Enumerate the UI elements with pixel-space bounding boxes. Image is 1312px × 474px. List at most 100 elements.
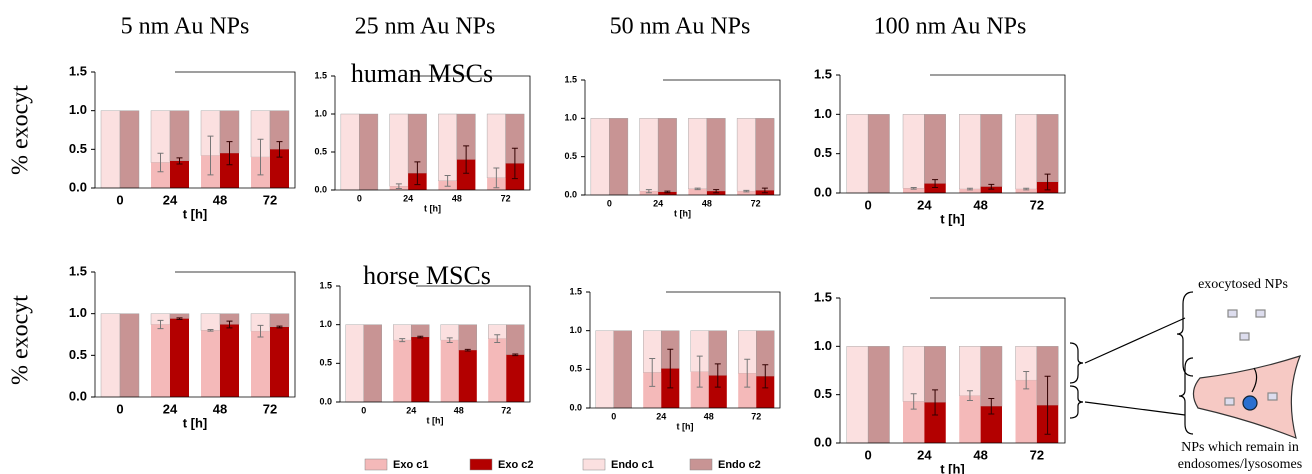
y-tick-label: 1.0 [814, 106, 832, 121]
legend-label: Endo c1 [611, 459, 654, 471]
bar-segment [980, 406, 1002, 443]
x-tick-label: 0 [865, 197, 872, 212]
y-tick-label: 0.5 [69, 141, 87, 156]
diagram [1069, 291, 1302, 439]
y-tick-label: 0.5 [319, 358, 332, 368]
y-tick-label: 1.5 [814, 289, 832, 304]
bar-segment [506, 354, 525, 402]
error-bar [932, 179, 939, 188]
x-tick-label: 24 [163, 192, 178, 207]
x-tick-label: 48 [213, 401, 227, 416]
y-tick-label: 1.5 [814, 66, 832, 81]
legend-label: Endo c2 [718, 459, 761, 471]
error-bar [910, 186, 917, 190]
x-tick-label: 48 [702, 198, 712, 208]
bar-segment [959, 395, 981, 443]
y-tick-label: 1.0 [69, 305, 87, 320]
x-tick-label: 24 [406, 405, 416, 415]
error-bar [762, 364, 769, 389]
bar-segment [688, 118, 708, 190]
error-bar [414, 161, 421, 186]
bar-segment [456, 159, 476, 190]
error-bar [966, 390, 973, 401]
x-tick-label: 0 [361, 405, 366, 415]
y-tick-label: 1.5 [314, 70, 327, 80]
bar-segment [924, 114, 946, 184]
x-axis-label: t [h] [674, 208, 691, 218]
brace [1178, 357, 1194, 435]
bar-segment [924, 402, 946, 443]
x-axis-label: t [h] [940, 212, 965, 227]
axes [94, 271, 296, 398]
x-tick-label: 72 [501, 405, 511, 415]
y-tick-label: 0.0 [569, 402, 582, 412]
bar-segment [903, 188, 925, 193]
x-tick-label: 0 [357, 193, 362, 203]
bar-segment [590, 118, 610, 196]
bar-segment [690, 371, 709, 408]
bar-segment [440, 340, 459, 402]
error-bar [417, 335, 424, 339]
bar-segment [1015, 189, 1037, 193]
x-tick-label: 72 [501, 193, 511, 203]
x-tick-label: 48 [704, 411, 714, 421]
legend-swatch [689, 458, 713, 471]
bar-segment [100, 313, 121, 398]
y-tick-label: 0.0 [319, 396, 332, 406]
y-tick-label: 0.5 [814, 145, 832, 160]
error-bar [713, 189, 720, 194]
error-bar [226, 320, 233, 329]
bar-segment [867, 346, 890, 444]
bar-segment [488, 338, 507, 402]
legend-swatch [582, 458, 606, 471]
error-bar [1044, 375, 1051, 435]
bar-segment [903, 401, 925, 443]
bar-segment [658, 191, 677, 195]
x-tick-label: 72 [263, 401, 277, 416]
np-icon [1227, 309, 1238, 318]
bar-segment [613, 330, 632, 409]
axes [94, 71, 296, 189]
bar-segment [902, 114, 925, 189]
chart: 0.0 0.5 1.0 1.5 0 24 48 72 t [h] [314, 70, 531, 213]
x-tick-label: 0 [611, 411, 616, 421]
bar-segment [867, 114, 890, 194]
error-bar [463, 145, 470, 174]
x-tick-label: 24 [403, 193, 413, 203]
x-tick-label: 0 [116, 192, 123, 207]
bar-segment [169, 110, 190, 162]
bar-segment [643, 372, 662, 408]
legend-label: Exo c1 [393, 459, 428, 471]
axes [584, 79, 781, 196]
y-tick-label: 0.0 [564, 189, 577, 199]
error-bar [1023, 370, 1030, 390]
np-icon [1255, 309, 1266, 318]
bar-segment [846, 346, 869, 444]
np-icon [1224, 397, 1235, 406]
error-bar [694, 187, 701, 191]
x-tick-label: 24 [656, 411, 666, 421]
bar-segment [393, 324, 412, 341]
bar-segment [411, 337, 430, 402]
x-tick-label: 72 [263, 192, 277, 207]
bar-segment [846, 114, 869, 194]
x-axis-label: t [h] [183, 207, 208, 222]
bar-segment [359, 113, 379, 191]
axes [589, 291, 781, 409]
axes [339, 285, 531, 403]
error-bar [645, 189, 652, 194]
error-bar [157, 152, 164, 173]
y-tick-label: 1.5 [69, 263, 87, 278]
bar-segment [458, 350, 477, 402]
arrow [1251, 367, 1258, 393]
y-tick-label: 1.0 [814, 338, 832, 353]
bar-segment [980, 346, 1003, 407]
bar-segment [269, 313, 290, 328]
y-tick-label: 0.0 [814, 434, 832, 449]
np-icon [1267, 392, 1278, 401]
x-tick-label: 24 [917, 447, 932, 462]
bar-segment [1015, 114, 1038, 190]
diagram-label: endosomes/lysosomes [1178, 457, 1302, 472]
bar-segment [270, 327, 289, 397]
legend-swatch [364, 458, 388, 471]
